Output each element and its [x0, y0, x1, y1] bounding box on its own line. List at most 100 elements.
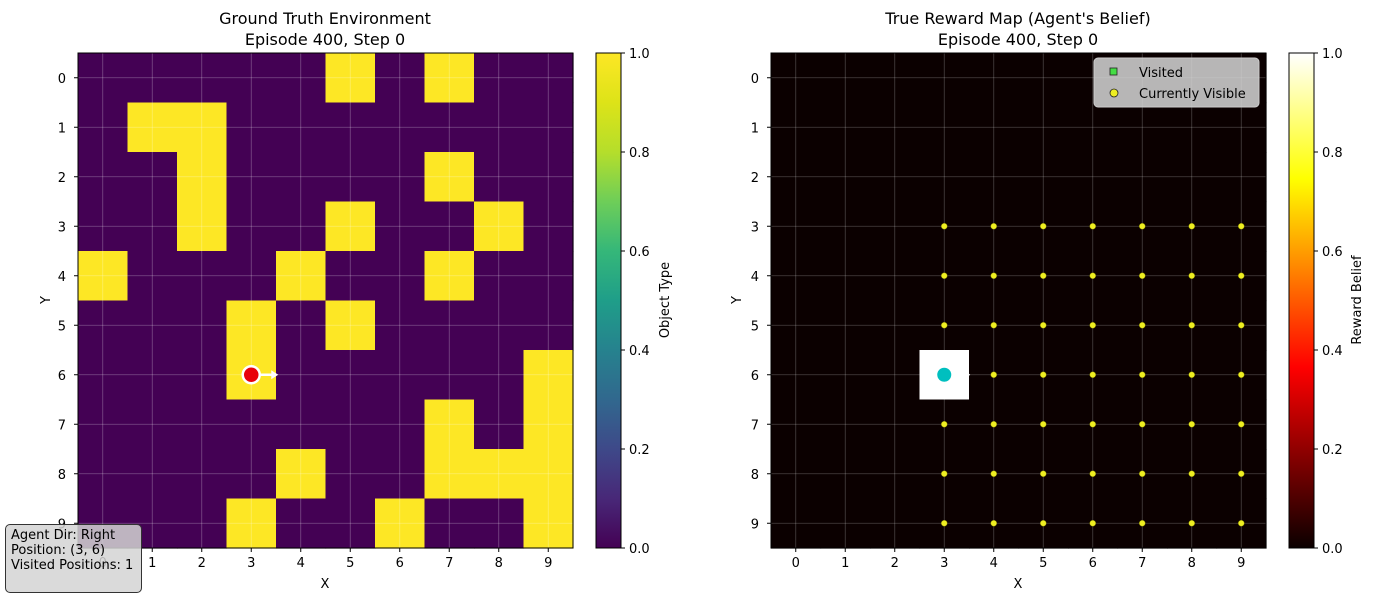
direction-arrow-head: [966, 371, 971, 378]
y-tick-label: 8: [58, 468, 66, 483]
heatmap-cell: [870, 152, 921, 203]
x-tick-label: 7: [1138, 556, 1146, 571]
heatmap-cell: [820, 251, 871, 302]
y-tick-label: 0: [58, 72, 66, 87]
heatmap-cell: [1216, 102, 1267, 153]
y-tick-label: 3: [58, 220, 66, 235]
heatmap-cell: [276, 300, 327, 351]
heatmap-cell: [523, 399, 574, 450]
x-tick-label: 7: [445, 556, 453, 571]
heatmap-cell: [523, 449, 574, 500]
heatmap-cell: [424, 53, 475, 104]
heatmap-cell: [226, 102, 277, 153]
heatmap-cell: [78, 449, 129, 500]
visible-marker: [1040, 520, 1047, 527]
heatmap-cell: [523, 201, 574, 252]
heatmap-cell: [375, 300, 426, 351]
heatmap-cell: [474, 350, 525, 401]
heatmap-cell: [474, 251, 525, 302]
heatmap-cell: [523, 498, 574, 549]
colorbar-tick-label: 1.0: [1322, 47, 1343, 62]
right-y-ticks: 0 1 2 3 4 5 6 7 8 9: [751, 72, 771, 532]
heatmap-cell: [771, 498, 822, 549]
heatmap-cell: [177, 399, 228, 450]
heatmap-cell: [375, 399, 426, 450]
left-title: Ground Truth Environment: [219, 9, 431, 28]
heatmap-cell: [78, 201, 129, 252]
y-tick-label: 7: [751, 418, 759, 433]
legend-visible-marker: [1109, 88, 1119, 98]
heatmap-cell: [424, 102, 475, 153]
heatmap-cell: [424, 251, 475, 302]
heatmap-cell: [78, 251, 129, 302]
right-colorbar-ticks: 0.0 0.2 0.4 0.6 0.8 1.0: [1314, 47, 1343, 557]
colorbar-tick-label: 1.0: [629, 47, 650, 62]
heatmap-cell: [870, 498, 921, 549]
heatmap-cell: [1068, 152, 1119, 203]
x-tick-label: 4: [990, 556, 998, 571]
heatmap-cell: [375, 102, 426, 153]
visible-marker: [1238, 223, 1245, 230]
heatmap-cell: [226, 449, 277, 500]
left-panel: Ground Truth Environment Episode 400, St…: [39, 9, 673, 592]
visible-marker: [1089, 520, 1096, 527]
y-tick-label: 5: [751, 319, 759, 334]
x-tick-label: 5: [1039, 556, 1047, 571]
heatmap-cell: [771, 152, 822, 203]
visible-marker: [1139, 470, 1146, 477]
visible-marker: [1089, 371, 1096, 378]
heatmap-cell: [820, 102, 871, 153]
heatmap-cell: [127, 152, 178, 203]
heatmap-cell: [919, 152, 970, 203]
heatmap-cell: [870, 102, 921, 153]
y-tick-label: 8: [751, 468, 759, 483]
heatmap-cell: [474, 498, 525, 549]
visible-marker: [941, 223, 948, 230]
visible-marker: [1188, 520, 1195, 527]
visible-marker: [1040, 470, 1047, 477]
left-xlabel: X: [321, 577, 330, 592]
info-direction: Agent Dir: Right: [11, 528, 116, 543]
right-visible-markers: [941, 223, 1245, 527]
heatmap-cell: [177, 53, 228, 104]
x-tick-label: 9: [1237, 556, 1245, 571]
heatmap-cell: [1018, 152, 1069, 203]
heatmap-cell: [474, 53, 525, 104]
right-panel: True Reward Map (Agent's Belief) Episode…: [730, 9, 1365, 592]
heatmap-cell: [276, 449, 327, 500]
visible-marker: [1238, 322, 1245, 329]
heatmap-cell: [474, 449, 525, 500]
visible-marker: [941, 322, 948, 329]
heatmap-cell: [870, 399, 921, 450]
heatmap-cell: [325, 201, 376, 252]
agent-dot: [241, 365, 261, 385]
heatmap-cell: [177, 251, 228, 302]
right-colorbar: [1288, 52, 1315, 549]
heatmap-cell: [523, 53, 574, 104]
heatmap-cell: [969, 102, 1020, 153]
heatmap-cell: [375, 449, 426, 500]
y-tick-label: 9: [751, 517, 759, 532]
heatmap-cell: [78, 300, 129, 351]
heatmap-cell: [820, 53, 871, 104]
colorbar-tick-label: 0.2: [1322, 443, 1343, 458]
y-tick-label: 7: [58, 418, 66, 433]
heatmap-cell: [771, 449, 822, 500]
y-tick-label: 3: [751, 220, 759, 235]
visible-marker: [941, 470, 948, 477]
heatmap-cell: [276, 53, 327, 104]
heatmap-cell: [78, 102, 129, 153]
heatmap-cell: [78, 350, 129, 401]
heatmap-cell: [177, 449, 228, 500]
heatmap-cell: [127, 102, 178, 153]
left-colorbar: [595, 52, 622, 549]
right-ylabel: Y: [730, 296, 745, 305]
heatmap-cell: [325, 102, 376, 153]
visible-marker: [1040, 223, 1047, 230]
heatmap-cell: [424, 152, 475, 203]
heatmap-cell: [1018, 53, 1069, 104]
x-tick-label: 2: [198, 556, 206, 571]
x-tick-label: 0: [792, 556, 800, 571]
visible-marker: [990, 322, 997, 329]
heatmap-cell: [771, 201, 822, 252]
